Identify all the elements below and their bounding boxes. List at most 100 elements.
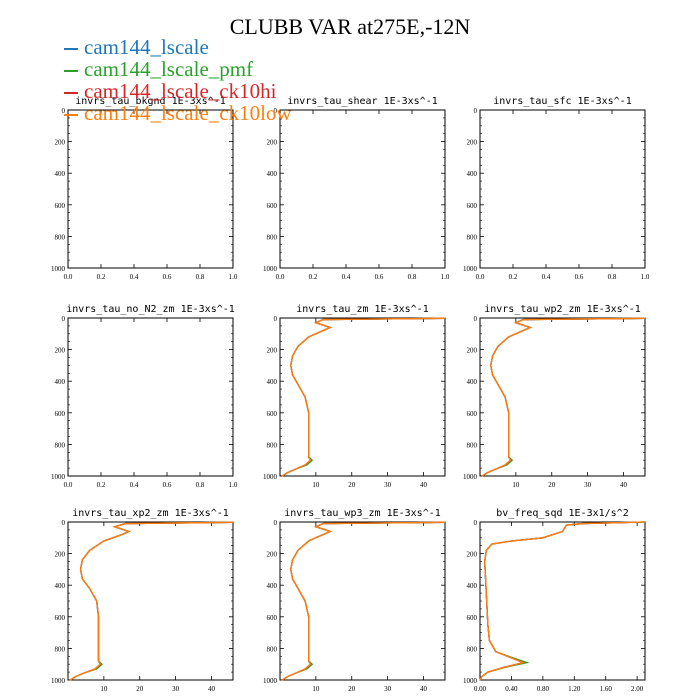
y-tick-label: 600 [467,202,478,210]
subplot: bv_freq_sqd 1E-3x1/s^2020040060080010000… [463,508,646,693]
y-tick-label: 1000 [463,265,478,273]
y-tick-label: 600 [55,614,66,622]
x-tick-label: 20 [348,685,356,693]
y-tick-label: 400 [55,582,66,590]
y-tick-label: 200 [55,551,66,559]
legend-swatch [64,92,78,95]
y-tick-label: 600 [467,410,478,418]
series-line-cam144_lscale_ck10low [281,317,446,477]
y-tick-label: 0 [274,315,278,323]
subplot: invrs_tau_xp2_zm 1E-3xs^-1 0 200 400 600 800 1… [51,508,234,693]
series-line-cam144_lscale_ck10hi [69,521,234,681]
x-tick-label: 0.4 [542,273,551,281]
x-tick-label: 0.2 [97,273,106,281]
y-tick-label: 1000 [51,677,66,685]
y-tick-label: 1000 [263,677,278,685]
plot-frame [67,109,234,269]
plot-frame [479,521,646,681]
y-tick-label: 1000 [51,265,66,273]
series-line-cam144_lscale_pmf [281,521,446,681]
legend-label: cam144_lscale_ck10low [84,101,292,125]
y-tick-label: 1000 [463,473,478,481]
series-line-cam144_lscale_ck10hi [281,521,446,681]
x-tick-label: 0.6 [575,273,584,281]
legend-swatch [64,70,78,73]
x-tick-label: 10 [512,481,520,489]
y-tick-label: 800 [467,645,478,653]
series-line-cam144_lscale [69,521,234,681]
y-tick-label: 600 [55,202,66,210]
series-line-cam144_lscale [481,317,646,477]
x-tick-label: 0.4 [130,273,139,281]
legend-label: cam144_lscale_ck10hi [84,79,277,103]
y-tick-label: 400 [467,582,478,590]
x-tick-label: 0.6 [163,273,172,281]
y-tick-label: 1000 [263,473,278,481]
x-tick-label: 2.00 [631,685,644,693]
x-tick-label: 10 [100,685,108,693]
y-tick-label: 200 [467,551,478,559]
x-tick-label: 0.8 [408,273,417,281]
subplot: invrs_tau_wp2_zm 1E-3xs^-1 0 200 400 600 800 1… [463,304,646,489]
y-tick-label: 800 [55,233,66,241]
legend-label: cam144_lscale [84,35,209,59]
y-tick-label: 200 [267,347,278,355]
x-tick-label: 1.0 [441,273,450,281]
subplot-title: invrs_tau_wp3_zm 1E-3xs^-1 [284,508,441,519]
y-tick-label: 200 [467,347,478,355]
subplot-title: invrs_tau_zm 1E-3xs^-1 [296,304,428,315]
x-tick-label: 1.0 [229,273,238,281]
series-line-cam144_lscale_pmf [281,317,446,477]
y-tick-label: 600 [55,410,66,418]
y-tick-label: 400 [55,170,66,178]
series-line-cam144_lscale_ck10low [479,521,646,681]
x-tick-label: 0.4 [342,273,351,281]
subplot: invrs_tau_shear 1E-3xs^-1 0 200 400 600 800 10… [263,96,450,281]
y-tick-label: 0 [474,107,478,115]
x-tick-label: 20 [548,481,556,489]
plot-frame [67,317,234,477]
y-tick-label: 0 [474,519,478,527]
x-tick-label: 1.20 [568,685,581,693]
x-tick-label: 30 [172,685,180,693]
x-tick-label: 0.8 [196,273,205,281]
series-line-cam144_lscale [281,521,446,681]
series-line-cam144_lscale_pmf [481,317,646,477]
x-tick-label: 0.0 [64,273,73,281]
x-tick-label: 0.0 [476,273,485,281]
y-tick-label: 0 [274,519,278,527]
series-line-cam144_lscale_ck10low [69,521,234,681]
subplot-title: invrs_tau_bkgnd 1E-3xs^-1 [75,96,226,107]
series-line-cam144_lscale_ck10low [481,317,646,477]
y-tick-label: 800 [267,233,278,241]
y-tick-label: 600 [267,202,278,210]
legend-item: cam144_lscale_pmf [64,58,292,80]
y-tick-label: 0 [274,107,278,115]
x-tick-label: 0.0 [276,273,285,281]
subplot-title: invrs_tau_xp2_zm 1E-3xs^-1 [72,508,229,519]
x-tick-label: 0.8 [196,481,205,489]
x-tick-label: 0.6 [163,481,172,489]
legend-item: cam144_lscale_ck10hi [64,80,292,102]
y-tick-label: 400 [267,582,278,590]
x-tick-label: 40 [620,481,628,489]
x-tick-label: 40 [208,685,216,693]
x-tick-label: 20 [136,685,144,693]
x-tick-label: 0.8 [608,273,617,281]
y-tick-label: 200 [467,139,478,147]
subplot: invrs_tau_wp3_zm 1E-3xs^-1 0 200 400 600 800 1… [263,508,446,693]
x-tick-label: 0.2 [309,273,318,281]
legend-label: cam144_lscale_pmf [84,57,254,81]
series-line-cam144_lscale_ck10hi [479,521,646,681]
x-tick-label: 0.4 [130,481,139,489]
y-tick-label: 400 [467,170,478,178]
y-tick-label: 600 [267,614,278,622]
y-tick-label: 200 [267,551,278,559]
plot-frame [279,109,446,269]
subplot: invrs_tau_no_N2_zm 1E-3xs^-10 200 400 600 80… [51,304,238,489]
series-line-cam144_lscale [479,521,646,681]
y-tick-label: 800 [55,441,66,449]
series-line-cam144_lscale_ck10hi [281,317,446,477]
plot-frame [67,521,234,681]
y-tick-label: 600 [267,410,278,418]
